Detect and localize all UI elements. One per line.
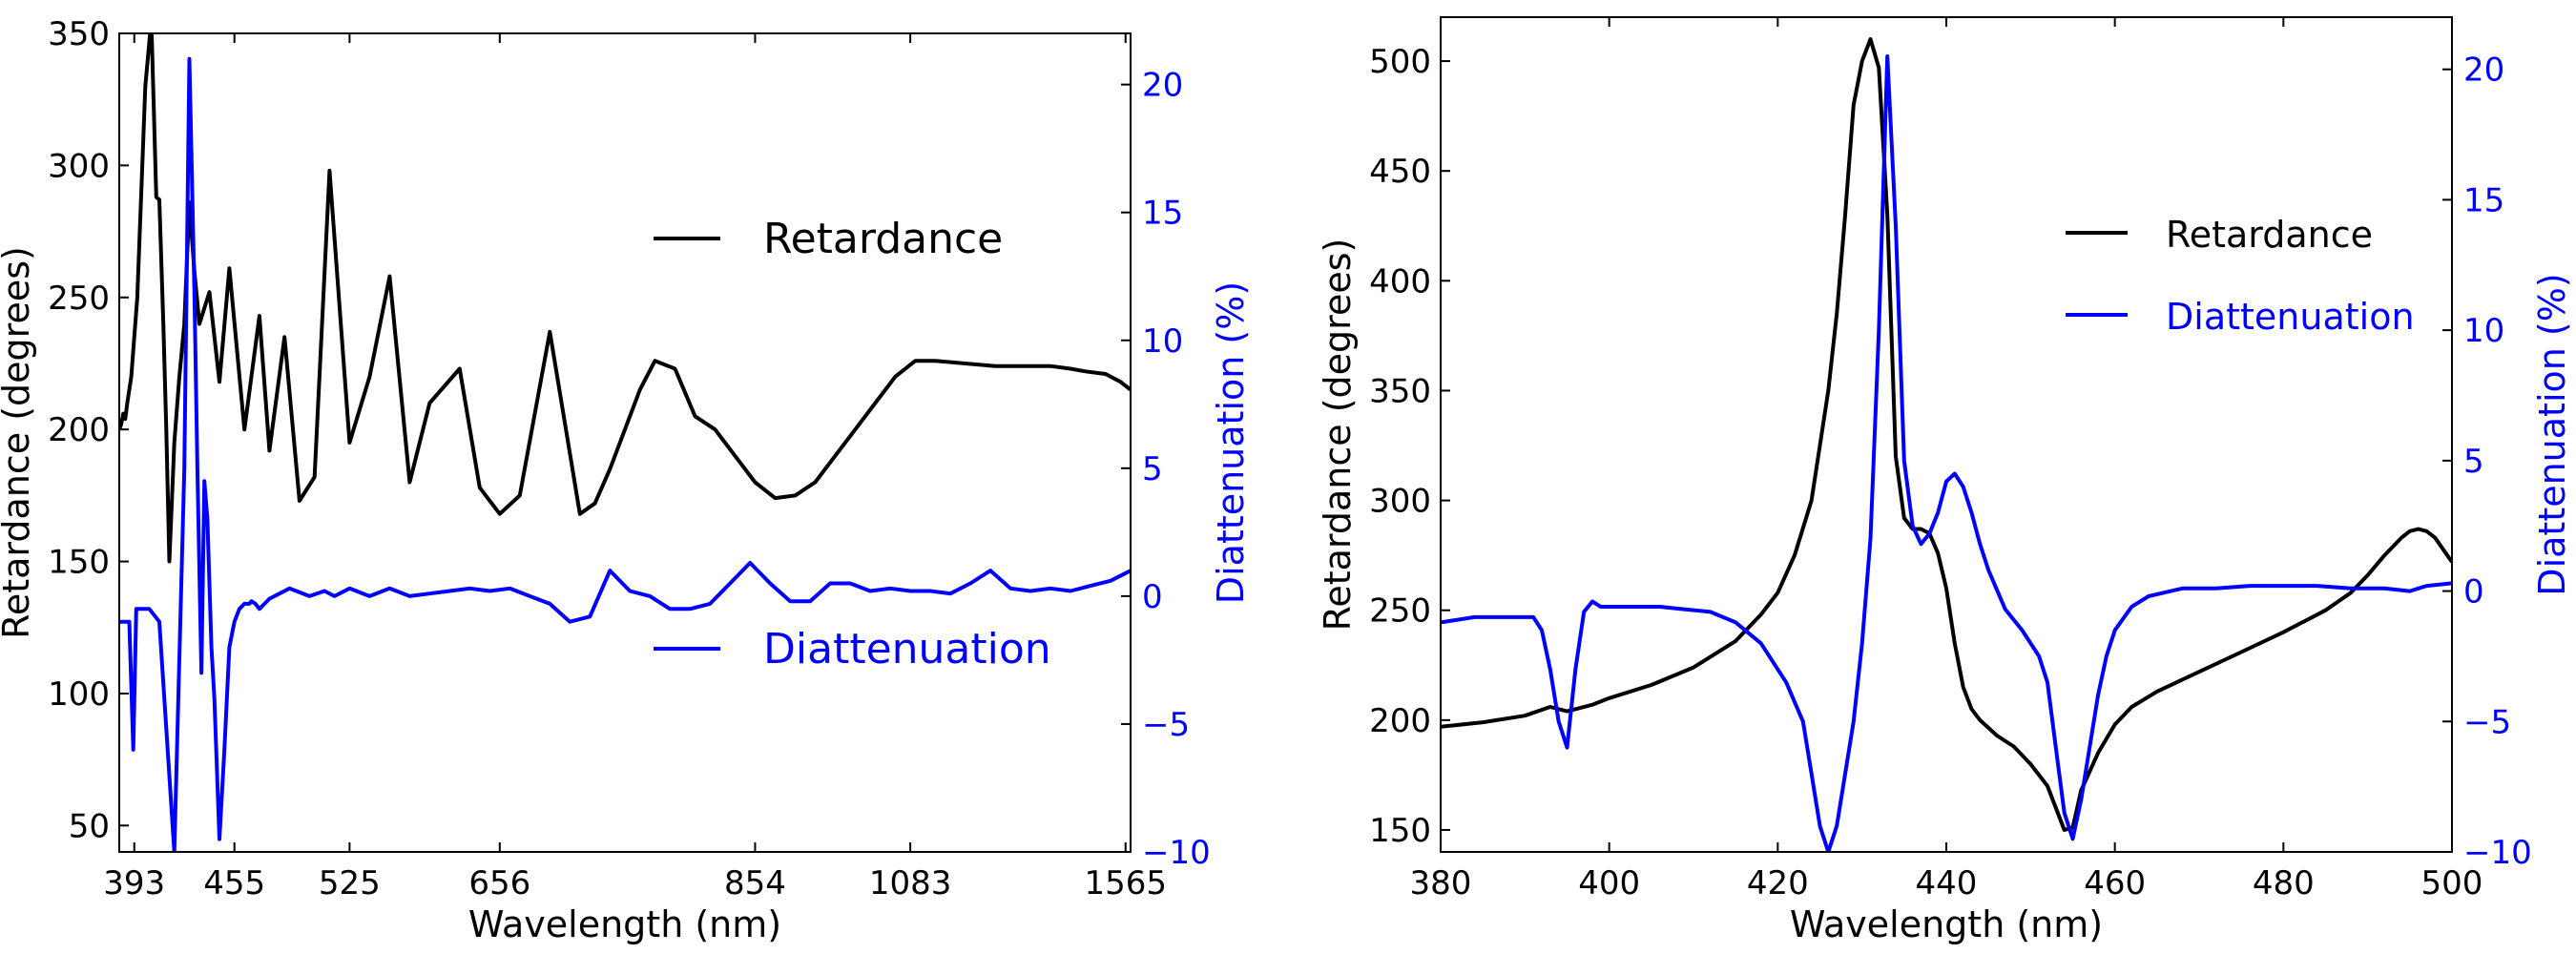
y-right-axis-label: Diattenuation (%) (2531, 273, 2573, 595)
series-diattenuation-line (119, 56, 1131, 852)
x-tick-label: 455 (203, 864, 265, 902)
series-diattenuation-line (1441, 54, 2452, 852)
x-tick-label: 460 (2084, 864, 2146, 902)
y-right-tick-label: −5 (2463, 703, 2511, 741)
y-left-tick-label: 500 (1369, 43, 1431, 81)
x-axis-label: Wavelength (nm) (468, 903, 781, 945)
y-right-tick-label: 15 (2463, 181, 2504, 219)
y-left-tick-label: 100 (48, 675, 110, 714)
y-right-tick-label: 5 (1142, 450, 1163, 488)
x-tick-label: 525 (319, 864, 381, 902)
chart-panel-2: 150200250300350400450500−10−505101520380… (1317, 16, 2573, 945)
x-tick-label: 500 (2421, 864, 2483, 902)
x-tick-label: 420 (1747, 864, 1809, 902)
x-axis-label: Wavelength (nm) (1790, 903, 2103, 945)
y-left-tick-label: 250 (48, 280, 110, 318)
x-tick-label: 380 (1410, 864, 1472, 902)
x-tick-label: 440 (1916, 864, 1978, 902)
y-left-tick-label: 200 (1369, 702, 1431, 740)
series-retardance-line (1441, 37, 2452, 832)
legend-diattenuation-label: Diattenuation (763, 625, 1051, 674)
y-left-tick-label: 350 (48, 15, 110, 53)
y-left-tick-label: 250 (1369, 592, 1431, 631)
y-right-tick-label: 10 (2463, 312, 2504, 350)
x-tick-label: 854 (724, 864, 786, 902)
y-left-tick-label: 150 (1369, 812, 1431, 850)
y-left-tick-label: 400 (1369, 262, 1431, 301)
y-left-tick-label: 50 (69, 807, 110, 845)
x-tick-label: 1565 (1084, 864, 1167, 902)
y-right-tick-label: −10 (1142, 834, 1211, 872)
y-left-axis-label: Retardance (degrees) (0, 246, 37, 639)
legend-diattenuation-label: Diattenuation (2166, 296, 2415, 338)
y-left-tick-label: 350 (1369, 372, 1431, 410)
y-right-tick-label: 20 (1142, 67, 1183, 105)
x-tick-label: 400 (1578, 864, 1640, 902)
y-right-tick-label: 20 (2463, 52, 2504, 90)
y-right-tick-label: 10 (1142, 322, 1183, 361)
series-retardance-line (119, 33, 1131, 564)
y-right-axis-label: Diattenuation (%) (1210, 281, 1252, 604)
legend: Retardance Diattenuation (654, 215, 1051, 674)
y-right-tick-label: 5 (2463, 443, 2484, 481)
y-left-tick-label: 150 (48, 544, 110, 582)
y-left-tick-label: 300 (1369, 483, 1431, 521)
y-left-axis-label: Retardance (degrees) (1317, 238, 1359, 632)
x-tick-label: 656 (468, 864, 530, 902)
x-tick-label: 393 (103, 864, 165, 902)
y-left-tick-label: 200 (48, 411, 110, 449)
y-right-tick-label: 15 (1142, 195, 1183, 233)
legend-retardance-label: Retardance (2166, 214, 2373, 256)
legend: Retardance Diattenuation (2066, 214, 2415, 338)
legend-retardance-label: Retardance (763, 215, 1003, 263)
y-right-tick-label: −10 (2463, 834, 2532, 872)
plot-frame (118, 32, 1132, 853)
x-tick-label: 480 (2253, 864, 2315, 902)
chart-panel-1: 50 100 150 200 250 300 350 −10 −5 0 5 10 15 20 393 455 5… (0, 15, 1252, 945)
plot-frame (1440, 16, 2453, 853)
y-left-tick-label: 450 (1369, 153, 1431, 191)
y-right-tick-label: −5 (1142, 706, 1190, 744)
x-tick-label: 1083 (869, 864, 952, 902)
y-right-tick-label: 0 (1142, 578, 1163, 616)
y-right-tick-label: 0 (2463, 573, 2484, 612)
y-left-tick-label: 300 (48, 147, 110, 185)
